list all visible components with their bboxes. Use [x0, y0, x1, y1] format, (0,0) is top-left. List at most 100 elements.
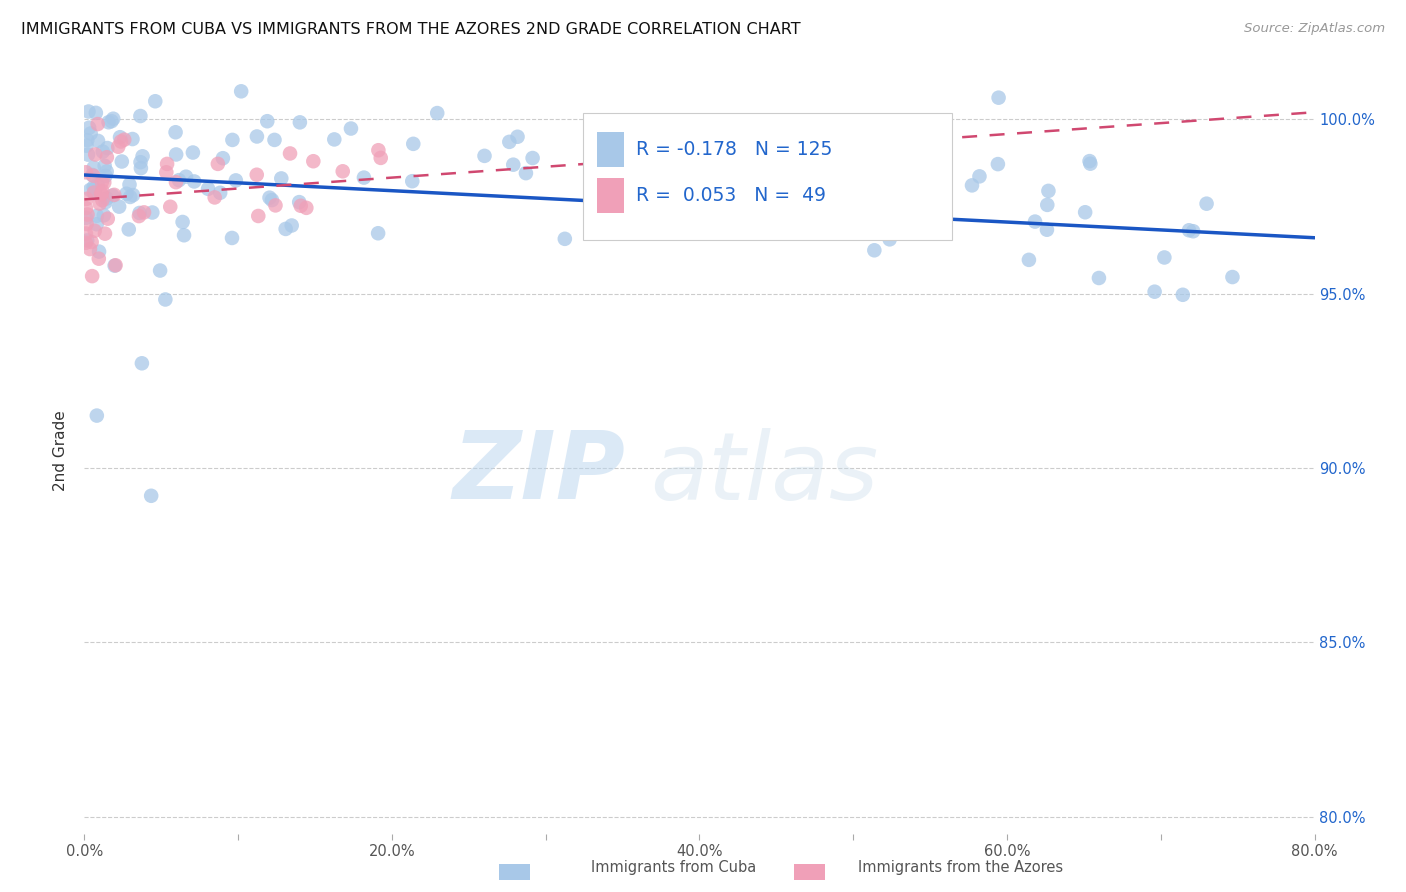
Point: [141, 205, 163, 219]
Point: [1036, 198, 1059, 212]
Point: [1171, 287, 1194, 301]
Point: [256, 114, 278, 128]
Point: [115, 186, 138, 201]
Point: [100, 114, 122, 128]
Point: [103, 187, 125, 202]
Point: [173, 228, 195, 243]
Point: [295, 201, 318, 215]
Point: [880, 205, 903, 219]
Point: [86, 117, 108, 131]
Y-axis label: 2nd Grade: 2nd Grade: [53, 410, 69, 491]
Point: [332, 164, 354, 178]
Point: [94, 227, 117, 241]
Point: [103, 112, 125, 126]
Point: [402, 136, 425, 151]
Point: [90, 186, 112, 201]
Text: R = -0.178   N = 125: R = -0.178 N = 125: [636, 140, 832, 160]
Point: [82, 169, 104, 183]
Text: R =  0.053   N =  49: R = 0.053 N = 49: [636, 186, 825, 205]
Point: [131, 149, 153, 163]
Point: [76, 133, 98, 147]
Point: [86, 209, 108, 223]
Point: [1080, 156, 1102, 170]
Point: [960, 178, 983, 193]
Point: [86, 409, 108, 423]
Point: [426, 106, 449, 120]
Point: [83, 186, 105, 201]
Point: [212, 151, 235, 165]
Point: [204, 190, 226, 204]
Point: [93, 159, 115, 173]
Text: atlas: atlas: [651, 428, 879, 519]
Point: [515, 166, 537, 180]
Point: [84, 106, 107, 120]
Point: [863, 244, 886, 258]
Bar: [598, 178, 624, 212]
Point: [93, 208, 115, 222]
Point: [108, 200, 131, 214]
Point: [1222, 270, 1244, 285]
Point: [340, 121, 363, 136]
Point: [614, 185, 637, 199]
Point: [246, 168, 269, 182]
Point: [1018, 252, 1040, 267]
Point: [97, 115, 120, 129]
Point: [87, 252, 110, 266]
Point: [90, 175, 112, 189]
Point: [498, 135, 520, 149]
Point: [91, 145, 114, 159]
Point: [77, 104, 100, 119]
Point: [1038, 184, 1060, 198]
Point: [765, 163, 787, 178]
Point: [132, 205, 155, 219]
Point: [96, 192, 118, 206]
Point: [96, 150, 118, 164]
FancyBboxPatch shape: [582, 113, 952, 239]
Point: [96, 164, 118, 178]
Point: [75, 201, 97, 215]
Point: [155, 293, 177, 307]
Point: [288, 115, 311, 129]
Point: [75, 211, 97, 225]
Point: [183, 174, 205, 188]
Point: [370, 151, 392, 165]
Point: [225, 173, 247, 187]
Point: [209, 186, 232, 200]
Point: [875, 168, 897, 182]
Text: Source: ZipAtlas.com: Source: ZipAtlas.com: [1244, 22, 1385, 36]
Point: [506, 129, 529, 144]
Point: [401, 174, 423, 188]
Point: [104, 258, 127, 272]
Point: [302, 154, 325, 169]
Point: [93, 176, 115, 190]
Point: [711, 167, 734, 181]
Point: [121, 132, 143, 146]
Text: IMMIGRANTS FROM CUBA VS IMMIGRANTS FROM THE AZORES 2ND GRADE CORRELATION CHART: IMMIGRANTS FROM CUBA VS IMMIGRANTS FROM …: [21, 22, 800, 37]
Point: [97, 211, 120, 226]
Point: [83, 180, 105, 194]
Point: [94, 195, 117, 210]
Point: [1078, 154, 1101, 169]
Point: [1024, 214, 1046, 228]
Point: [353, 170, 375, 185]
Point: [149, 263, 172, 277]
Point: [728, 197, 751, 211]
Point: [75, 235, 97, 250]
Point: [143, 95, 166, 109]
Point: [246, 129, 269, 144]
Text: Immigrants from the Azores: Immigrants from the Azores: [858, 861, 1063, 875]
Point: [79, 183, 101, 197]
Point: [90, 187, 112, 202]
Point: [101, 188, 124, 202]
Point: [75, 227, 97, 241]
Point: [367, 143, 389, 157]
Bar: [499, 864, 530, 880]
Point: [83, 224, 105, 238]
Text: Immigrants from Cuba: Immigrants from Cuba: [591, 861, 756, 875]
Point: [79, 242, 101, 256]
Point: [107, 140, 129, 154]
Point: [76, 138, 98, 153]
Point: [165, 147, 187, 161]
Point: [87, 244, 110, 259]
Point: [84, 147, 107, 161]
